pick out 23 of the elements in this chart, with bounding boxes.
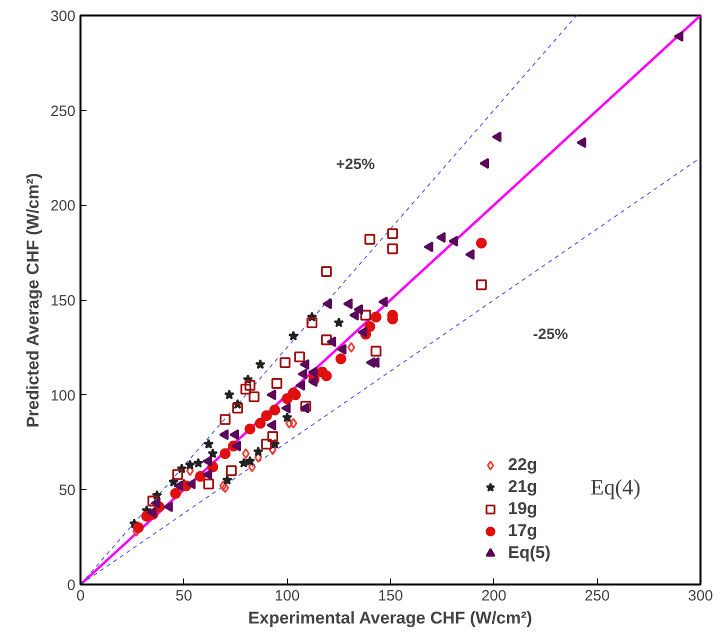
legend-label: Eq(5) (508, 542, 550, 564)
y-tick-label: 50 (58, 482, 76, 500)
x-tick-label: 300 (688, 588, 714, 604)
y-tick-label: 0 (67, 577, 76, 594)
x-tick-label: 100 (274, 588, 300, 604)
annotation: +25% (336, 156, 375, 173)
legend-label: 19g (508, 498, 538, 520)
y-axis-title: Predicted Average CHF (W/cm²) (23, 172, 42, 428)
y-tick-label: 250 (50, 102, 76, 120)
legend-label: 17g (508, 520, 538, 542)
x-tick-label: 200 (481, 588, 506, 604)
y-tick-label: 150 (50, 292, 76, 310)
x-axis-title: Experimental Average CHF (W/cm²) (248, 608, 532, 628)
legend-label: 21g (508, 476, 538, 498)
annotation: -25% (532, 326, 568, 343)
y-tick-label: 100 (50, 387, 76, 404)
y-tick-label: 300 (50, 8, 76, 25)
legend-label: 22g (508, 454, 538, 476)
x-tick-label: 250 (584, 588, 610, 604)
x-tick-label: 150 (378, 588, 404, 604)
y-tick-label: 200 (50, 198, 76, 215)
x-tick-label: 50 (175, 588, 192, 604)
annotation: Eq(4) (590, 474, 641, 500)
